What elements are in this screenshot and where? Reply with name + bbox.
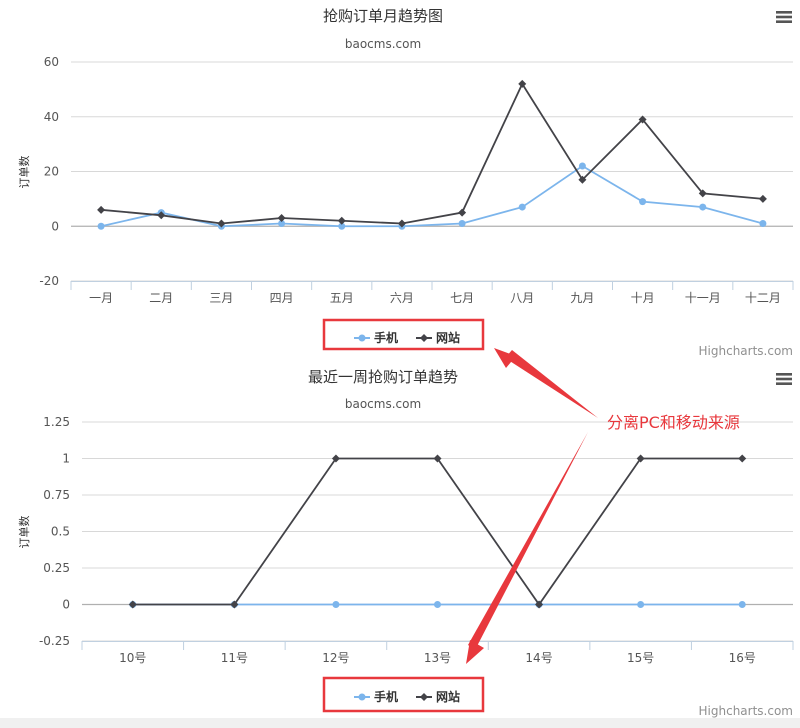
x-tick-label: 七月 [450, 291, 474, 305]
legend-label: 网站 [436, 689, 460, 704]
chart-subtitle: baocms.com [345, 37, 421, 51]
data-point [338, 222, 346, 230]
legend-marker [420, 334, 428, 342]
legend-item-mobile[interactable]: 手机 [354, 689, 398, 704]
data-point [128, 600, 137, 609]
legend-item-website[interactable]: 网站 [416, 330, 460, 345]
y-tick-label: 0.75 [43, 488, 70, 502]
x-tick-label: 十一月 [685, 291, 721, 305]
data-point [639, 198, 647, 206]
monthly-trend-chart-svg: 抢购订单月趋势图 baocms.com 订单数 60 40 20 0 -20 一月 二月 三月… [18, 7, 794, 358]
legend: 手机 网站 [354, 330, 460, 345]
y-tick-label: 0 [62, 598, 70, 612]
data-point [738, 601, 746, 608]
data-point [278, 220, 286, 228]
weekly-trend-chart: 最近一周抢购订单趋势 baocms.com 订单数 1.25 1 0.75 0.5 0.… [0, 360, 800, 718]
credits-link[interactable]: Highcharts.com [699, 344, 793, 358]
data-point [97, 205, 106, 214]
data-point [578, 175, 587, 184]
data-point [433, 454, 442, 463]
credits-link[interactable]: Highcharts.com [699, 704, 793, 718]
legend-marker [358, 334, 366, 342]
legend-marker [358, 693, 366, 701]
x-tick-label: 11号 [221, 651, 248, 665]
data-point [636, 454, 645, 463]
plot-area: 1.25 1 0.75 0.5 0.25 0 -0.25 10号 11号 12号 13号 14号 15号… [39, 415, 794, 665]
x-tick-label: 15号 [627, 651, 654, 665]
data-point [397, 219, 406, 228]
legend-label: 网站 [436, 330, 460, 345]
data-point [738, 454, 747, 463]
data-point [578, 162, 586, 170]
plot-area: 60 40 20 0 -20 一月 二月 三月 四月 五月 六月 七月 八月 九月 十月 十一月 十二月 [39, 55, 794, 305]
data-point [332, 601, 340, 608]
y-tick-label: 0.5 [51, 525, 70, 539]
data-point [458, 208, 467, 217]
legend-item-mobile[interactable]: 手机 [354, 330, 398, 345]
data-point [759, 220, 767, 228]
data-point [277, 214, 286, 223]
series-line-mobile [100, 164, 764, 228]
x-tick-label: 二月 [149, 291, 173, 305]
data-point [458, 220, 466, 228]
data-point [434, 601, 441, 608]
page-bottom-strip [0, 718, 800, 728]
data-point [518, 79, 527, 88]
legend-label: 手机 [374, 330, 398, 345]
hamburger-menu-icon[interactable] [776, 372, 792, 386]
hamburger-menu-icon[interactable] [776, 10, 792, 24]
data-point [518, 203, 526, 211]
data-point [758, 194, 767, 203]
x-tick-label: 八月 [510, 291, 534, 305]
data-point [97, 222, 105, 230]
legend-item-website[interactable]: 网站 [416, 689, 460, 704]
y-axis-title: 订单数 [18, 516, 31, 549]
x-tick-label: 十月 [631, 291, 655, 305]
x-tick-label: 十二月 [745, 291, 781, 305]
data-point [230, 600, 239, 609]
x-tick-label: 13号 [424, 651, 451, 665]
data-point [699, 203, 707, 211]
x-tick-label: 九月 [570, 291, 594, 305]
x-tick-label: 10号 [119, 651, 146, 665]
y-tick-label: 0 [51, 219, 59, 233]
chart-title: 最近一周抢购订单趋势 [308, 368, 458, 386]
x-tick-label: 五月 [330, 291, 354, 305]
data-point [331, 454, 340, 463]
x-tick-label: 12号 [322, 651, 349, 665]
x-tick-label: 16号 [729, 651, 756, 665]
data-point [637, 601, 645, 608]
x-tick-label: 四月 [270, 291, 294, 305]
data-point [698, 189, 707, 198]
data-point [337, 216, 346, 225]
series-line-website [101, 82, 763, 225]
x-tick-label: 一月 [89, 291, 113, 305]
x-tick-label: 六月 [390, 291, 414, 305]
y-tick-label: 0.25 [43, 561, 70, 575]
chart-subtitle: baocms.com [345, 397, 421, 411]
weekly-trend-chart-svg: 最近一周抢购订单趋势 baocms.com 订单数 1.25 1 0.75 0.5 0.… [18, 368, 794, 718]
legend-label: 手机 [374, 689, 398, 704]
x-tick-label: 14号 [525, 651, 552, 665]
y-tick-label: 40 [44, 110, 59, 124]
data-point [157, 211, 166, 220]
x-tick-label: 三月 [209, 291, 233, 305]
legend-marker [420, 693, 428, 701]
legend: 手机 网站 [354, 689, 460, 704]
monthly-trend-chart: 抢购订单月趋势图 baocms.com 订单数 60 40 20 0 -20 一月 二月 三月… [0, 0, 800, 360]
y-tick-label: -0.25 [39, 634, 70, 648]
data-point [217, 219, 226, 228]
chart-title: 抢购订单月趋势图 [323, 7, 443, 25]
y-tick-label: -20 [39, 274, 59, 288]
y-tick-label: 20 [44, 165, 59, 179]
y-tick-label: 60 [44, 55, 59, 69]
y-tick-label: 1 [62, 452, 70, 466]
y-axis-title: 订单数 [18, 156, 31, 189]
data-point [638, 115, 647, 124]
y-tick-label: 1.25 [43, 415, 70, 429]
